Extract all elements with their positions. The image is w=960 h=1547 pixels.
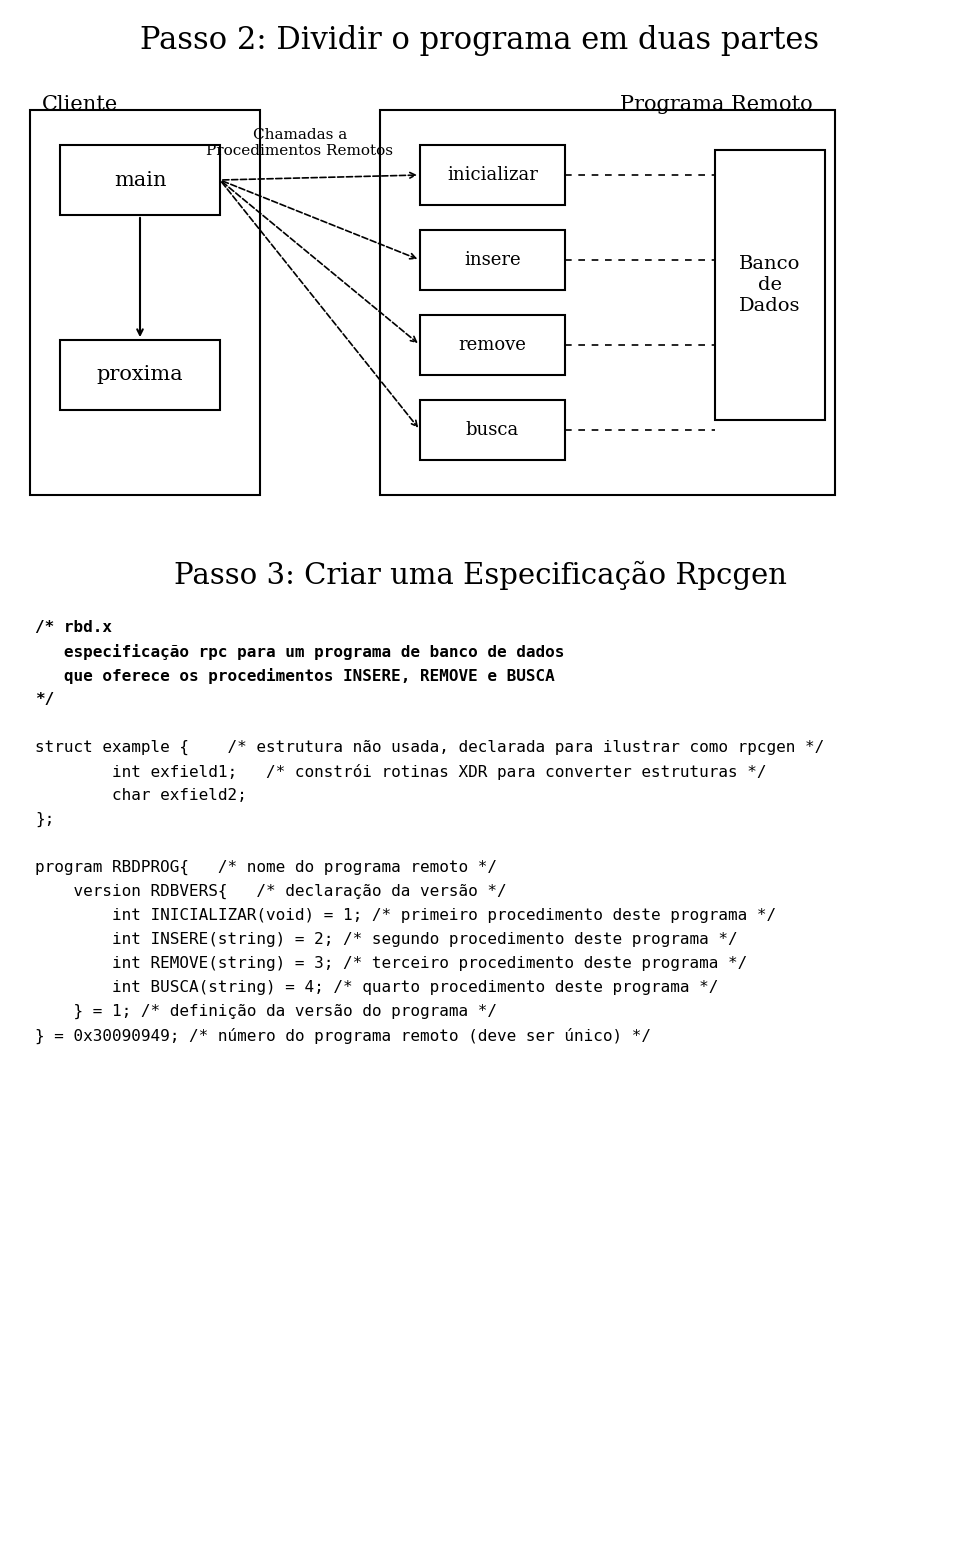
Text: int REMOVE(string) = 3; /* terceiro procedimento deste programa */: int REMOVE(string) = 3; /* terceiro proc… [35,956,747,972]
Bar [420,231,565,289]
Text: Banco
de
Dados: Banco de Dados [739,255,801,314]
Bar [380,110,835,495]
Text: Programa Remoto: Programa Remoto [620,94,812,114]
Text: int INSERE(string) = 2; /* segundo procedimento deste programa */: int INSERE(string) = 2; /* segundo proce… [35,931,737,947]
Text: que oferece os procedimentos INSERE, REMOVE e BUSCA: que oferece os procedimentos INSERE, REM… [35,668,555,684]
Text: struct example {    /* estrutura não usada, declarada para ilustrar como rpcgen : struct example { /* estrutura não usada,… [35,739,825,755]
Text: int exfield1;   /* constrói rotinas XDR para converter estruturas */: int exfield1; /* constrói rotinas XDR pa… [35,764,766,780]
Text: };: }; [35,812,55,828]
Text: int INICIALIZAR(void) = 1; /* primeiro procedimento deste programa */: int INICIALIZAR(void) = 1; /* primeiro p… [35,908,776,924]
Bar [420,401,565,459]
Text: char exfield2;: char exfield2; [35,787,247,803]
Text: Passo 2: Dividir o programa em duas partes: Passo 2: Dividir o programa em duas part… [140,25,820,56]
Bar [30,110,260,495]
Text: Passo 3: Criar uma Especificação Rpcgen: Passo 3: Criar uma Especificação Rpcgen [174,560,786,589]
Text: int BUSCA(string) = 4; /* quarto procedimento deste programa */: int BUSCA(string) = 4; /* quarto procedi… [35,979,718,995]
Text: } = 0x30090949; /* número do programa remoto (deve ser único) */: } = 0x30090949; /* número do programa re… [35,1029,651,1044]
Bar [715,150,825,419]
Text: especificação rpc para um programa de banco de dados: especificação rpc para um programa de ba… [35,644,564,661]
Text: program RBDPROG{   /* nome do programa remoto */: program RBDPROG{ /* nome do programa rem… [35,860,497,876]
Bar [60,145,220,215]
Text: proxima: proxima [97,365,183,385]
Text: } = 1; /* definição da versão do programa */: } = 1; /* definição da versão do program… [35,1004,497,1019]
Text: insere: insere [465,251,521,269]
Text: Chamadas a
Procedimentos Remotos: Chamadas a Procedimentos Remotos [206,128,394,158]
Text: main: main [113,170,166,189]
Text: */: */ [35,692,55,707]
Text: remove: remove [459,336,526,354]
Bar [420,316,565,374]
Text: version RDBVERS{   /* declaração da versão */: version RDBVERS{ /* declaração da versão… [35,883,507,899]
Bar [420,145,565,206]
Bar [60,340,220,410]
Text: inicializar: inicializar [447,166,538,184]
Text: /* rbd.x: /* rbd.x [35,620,112,634]
Text: busca: busca [466,421,519,439]
Text: Cliente: Cliente [42,94,118,114]
